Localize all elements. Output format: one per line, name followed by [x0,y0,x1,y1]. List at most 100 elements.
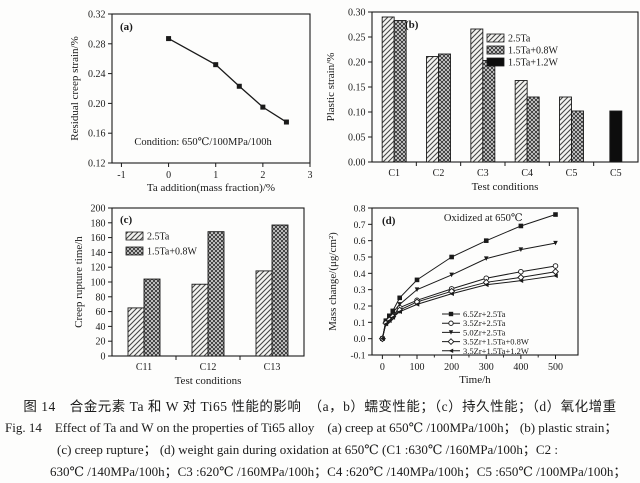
y-axis-title: Mass change/(μg/cm²) [327,232,339,331]
plot-box [371,11,639,163]
bar-series-2.5Ta [381,16,572,163]
caption-line-english-3: 630℃ /140MPa/100h；C3 :620℃ /160MPa/100h；… [50,464,627,479]
svg-text:60: 60 [96,307,106,318]
legend-label: 5.0Zr+2.5Ta [463,327,506,337]
bar [191,283,209,357]
caption-line-english-1: Fig. 14 Effect of Ta and W on the proper… [5,420,618,435]
legend-label: 3.5Zr+2.5Ta [463,318,506,328]
legend-swatch [125,231,144,241]
svg-text:-1: -1 [117,170,125,181]
svg-text:C11: C11 [136,362,152,373]
svg-text:400: 400 [513,362,528,373]
y-axis: 0 20 40 60 80 100 120 140 160 180 200 Creep rupture… [73,204,112,363]
panel-label: (b) [405,19,419,31]
svg-text:0.8: 0.8 [354,205,366,215]
figure-panels: 0.12 0.16 0.20 0.24 0.28 0.32 Residual creep s… [0,0,639,387]
svg-text:300: 300 [479,362,494,373]
legend: 2.5Ta 1.5Ta+0.8W [125,231,197,258]
x-axis: -1 0 1 2 3 Ta addition(mass fraction)/% [117,163,313,194]
bar [470,28,484,163]
legend-label: 1.5Ta+0.8W [508,46,558,57]
svg-text:200: 200 [91,204,106,215]
svg-text:0.30: 0.30 [348,8,366,19]
svg-text:0.24: 0.24 [88,69,106,80]
svg-text:0.5: 0.5 [354,254,366,264]
svg-text:3: 3 [308,170,313,181]
legend-label: 2.5Ta [508,34,531,45]
bar [381,16,395,163]
svg-text:100: 100 [91,278,106,289]
svg-text:500: 500 [548,362,563,373]
figure-caption: 图 14 合金元素 Ta 和 W 对 Ti65 性能的影响 （a，b）蠕变性能；… [0,395,640,483]
x-axis-title: Time/h [459,374,491,386]
legend: 6.5Zr+2.5Ta3.5Zr+2.5Ta5.0Zr+2.5Ta3.5Zr+1… [442,309,529,356]
svg-text:0.12: 0.12 [88,159,106,170]
svg-text:180: 180 [91,218,106,229]
bar [526,96,540,163]
legend-label: 1.5Ta+0.8W [147,247,197,258]
bar [271,224,289,357]
svg-text:0.32: 0.32 [88,10,106,21]
svg-text:160: 160 [91,233,106,244]
svg-text:0.15: 0.15 [348,83,366,94]
plot-box [371,207,579,356]
svg-text:0.2: 0.2 [354,303,366,313]
bar [207,231,225,357]
bar [127,307,145,357]
y-axis: -0.1 0.0 0.1 0.2 0.3 0.4 0.5 0.6 0.7 0.8 Mass chan… [327,205,372,362]
bar [609,110,623,163]
chart-b-canvas: 0.00 0.05 0.10 0.15 0.20 0.25 0.30 Plastic stra… [325,8,639,193]
svg-text:0.20: 0.20 [348,58,366,69]
svg-text:C5: C5 [610,168,622,179]
panel-label: (d) [382,215,396,227]
svg-text:0.0: 0.0 [354,335,366,345]
x-axis-title: Test conditions [472,181,539,193]
y-axis-title: Plastic strain/% [325,53,337,122]
legend-label: 3.5Zr+1.5Ta+1.2W [463,346,529,356]
x-axis-title: Ta addition(mass fraction)/% [147,182,275,194]
svg-text:C4: C4 [521,168,533,179]
y-axis: 0.12 0.16 0.20 0.24 0.28 0.32 Residual creep s… [69,10,112,170]
chart-d-canvas: -0.1 0.0 0.1 0.2 0.3 0.4 0.5 0.6 0.7 0.8 Mass chan… [327,205,579,386]
svg-text:0.28: 0.28 [88,39,106,50]
bar [482,60,496,163]
panel-label: (a) [120,21,133,33]
bar [514,80,528,163]
bar [571,110,584,163]
svg-text:20: 20 [96,337,106,348]
chart-a-residual-creep-strain: 0.12 0.16 0.20 0.24 0.28 0.32 Residual creep s… [0,0,320,195]
svg-text:120: 120 [91,263,106,274]
x-axis: C11 C12 C13 Test conditions [136,356,280,387]
bar [255,270,273,357]
svg-text:0.7: 0.7 [354,221,366,231]
line-series-3.5Zr+1.5Ta+1.2W [380,273,558,341]
bar [438,53,451,163]
svg-text:80: 80 [96,292,106,303]
svg-text:2: 2 [260,170,265,181]
x-axis: C1 C2 C3 C4 C5 C5 Test conditions [388,162,622,193]
annotation: Oxidized at 650℃ [444,213,523,224]
legend-label: 2.5Ta [147,232,170,243]
bar [559,96,572,163]
caption-line-chinese: 图 14 合金元素 Ta 和 W 对 Ti65 性能的影响 （a，b）蠕变性能；… [23,399,617,414]
y-axis-title: Creep rupture time/h [73,236,85,328]
chart-c-canvas: 0 20 40 60 80 100 120 140 160 180 200 Creep rupture… [73,204,305,387]
svg-text:0.00: 0.00 [348,158,366,169]
svg-text:0.10: 0.10 [348,108,366,119]
svg-text:200: 200 [444,362,459,373]
svg-text:-0.1: -0.1 [350,352,365,362]
svg-text:0.1: 0.1 [354,319,366,329]
svg-text:40: 40 [96,322,106,333]
y-axis: 0.00 0.05 0.10 0.15 0.20 0.25 0.30 Plastic stra… [325,8,372,169]
svg-text:0.05: 0.05 [348,133,366,144]
svg-text:0.16: 0.16 [88,129,106,140]
svg-text:C12: C12 [200,362,217,373]
bar [393,20,407,163]
svg-text:C13: C13 [264,362,281,373]
y-axis-title: Residual creep strain/% [69,36,81,140]
svg-text:C3: C3 [477,168,489,179]
legend-swatch [125,246,144,256]
svg-text:C2: C2 [433,168,445,179]
svg-text:0: 0 [166,170,171,181]
